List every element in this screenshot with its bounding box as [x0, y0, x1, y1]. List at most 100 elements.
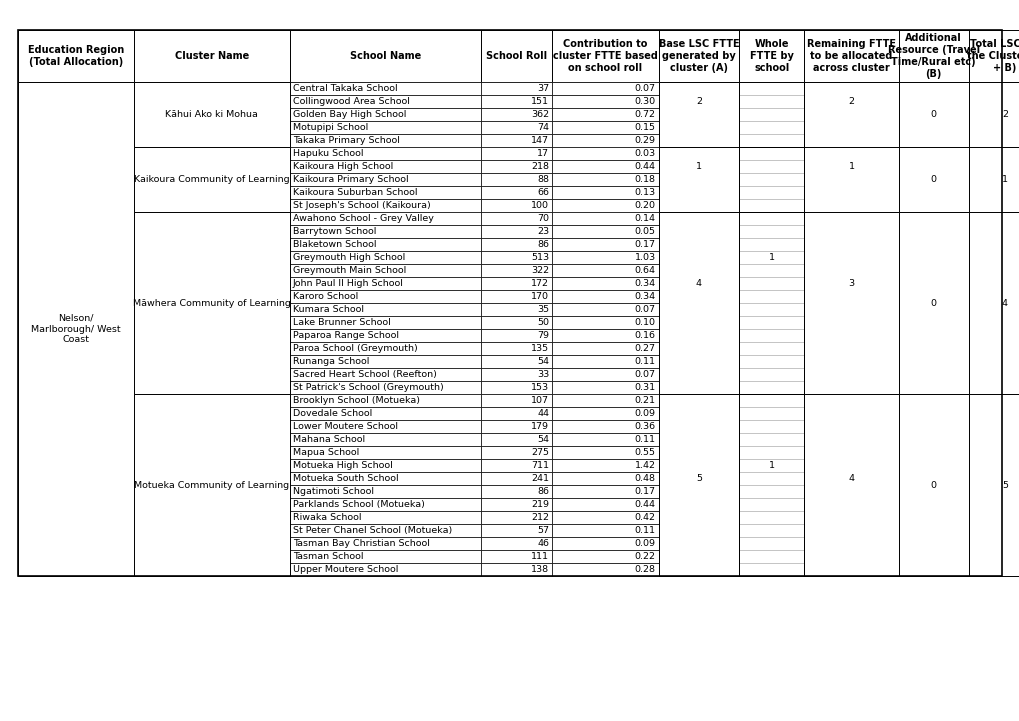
Bar: [481, 199, 551, 212]
Text: 0.11: 0.11: [634, 357, 655, 366]
Bar: [739, 303, 803, 316]
Bar: [289, 173, 481, 186]
Bar: [481, 368, 551, 381]
Text: Nelson/
Marlborough/ West
Coast: Nelson/ Marlborough/ West Coast: [32, 314, 120, 344]
Text: 1.03: 1.03: [634, 253, 655, 262]
Text: 0.11: 0.11: [634, 526, 655, 535]
Text: 4: 4: [848, 474, 854, 483]
Bar: [658, 82, 739, 147]
Bar: [481, 446, 551, 459]
Bar: [481, 186, 551, 199]
Bar: [133, 82, 289, 147]
Bar: [898, 212, 968, 394]
Bar: [289, 472, 481, 485]
Text: Kaikoura Community of Learning: Kaikoura Community of Learning: [133, 175, 289, 184]
Bar: [289, 290, 481, 303]
Text: 1: 1: [848, 162, 854, 171]
Bar: [481, 394, 551, 407]
Bar: [481, 251, 551, 264]
Bar: [803, 30, 898, 82]
Text: School Name: School Name: [350, 51, 421, 61]
Bar: [658, 147, 739, 212]
Bar: [551, 511, 658, 524]
Text: 35: 35: [537, 305, 549, 314]
Bar: [739, 290, 803, 303]
Bar: [481, 433, 551, 446]
Bar: [481, 30, 551, 82]
Bar: [289, 420, 481, 433]
Text: 0.48: 0.48: [634, 474, 655, 483]
Text: 5: 5: [695, 474, 701, 483]
Text: 0.27: 0.27: [634, 344, 655, 353]
Bar: [481, 290, 551, 303]
Text: 4: 4: [695, 279, 701, 288]
Text: Takaka Primary School: Takaka Primary School: [292, 136, 399, 145]
Text: 0.22: 0.22: [634, 552, 655, 561]
Text: Central Takaka School: Central Takaka School: [292, 84, 396, 93]
Bar: [551, 95, 658, 108]
Bar: [481, 472, 551, 485]
Bar: [739, 277, 803, 290]
Text: 46: 46: [537, 539, 549, 548]
Text: Lake Brunner School: Lake Brunner School: [292, 318, 390, 327]
Text: St Peter Chanel School (Motueka): St Peter Chanel School (Motueka): [292, 526, 451, 535]
Bar: [739, 147, 803, 160]
Text: 54: 54: [537, 357, 549, 366]
Text: 0.17: 0.17: [634, 487, 655, 496]
Text: 0.09: 0.09: [634, 539, 655, 548]
Text: Contribution to
cluster FTTE based
on school roll: Contribution to cluster FTTE based on sc…: [552, 39, 657, 73]
Text: 0.36: 0.36: [634, 422, 655, 431]
Text: 50: 50: [537, 318, 549, 327]
Text: 513: 513: [531, 253, 549, 262]
Text: 0.20: 0.20: [634, 201, 655, 210]
Bar: [551, 82, 658, 95]
Text: 4: 4: [1001, 298, 1007, 307]
Bar: [481, 381, 551, 394]
Bar: [289, 238, 481, 251]
Bar: [803, 212, 898, 394]
Text: 275: 275: [531, 448, 549, 457]
Text: Mapua School: Mapua School: [292, 448, 359, 457]
Text: Lower Moutere School: Lower Moutere School: [292, 422, 397, 431]
Bar: [133, 212, 289, 394]
Bar: [289, 498, 481, 511]
Bar: [481, 563, 551, 576]
Text: Total LSC for
the Cluster (A
+ B): Total LSC for the Cluster (A + B): [966, 39, 1019, 73]
Bar: [289, 550, 481, 563]
Bar: [739, 30, 803, 82]
Bar: [739, 420, 803, 433]
Text: 151: 151: [531, 97, 549, 106]
Bar: [968, 212, 1019, 394]
Text: John Paul II High School: John Paul II High School: [292, 279, 404, 288]
Bar: [481, 160, 551, 173]
Text: Mahana School: Mahana School: [292, 435, 365, 444]
Bar: [739, 95, 803, 108]
Bar: [803, 394, 898, 576]
Text: Tasman School: Tasman School: [292, 552, 363, 561]
Bar: [289, 485, 481, 498]
Bar: [551, 316, 658, 329]
Bar: [481, 264, 551, 277]
Bar: [481, 407, 551, 420]
Bar: [481, 524, 551, 537]
Text: 170: 170: [531, 292, 549, 301]
Bar: [481, 108, 551, 121]
Bar: [289, 459, 481, 472]
Text: 0.29: 0.29: [634, 136, 655, 145]
Text: Awahono School - Grey Valley: Awahono School - Grey Valley: [292, 214, 433, 223]
Text: 0.13: 0.13: [634, 188, 655, 197]
Bar: [551, 290, 658, 303]
Bar: [481, 498, 551, 511]
Text: 0.11: 0.11: [634, 435, 655, 444]
Bar: [289, 368, 481, 381]
Text: 0.09: 0.09: [634, 409, 655, 418]
Text: Barrytown School: Barrytown School: [292, 227, 376, 236]
Text: 17: 17: [537, 149, 549, 158]
Bar: [289, 212, 481, 225]
Text: 5: 5: [1001, 480, 1007, 490]
Text: Brooklyn School (Motueka): Brooklyn School (Motueka): [292, 396, 419, 405]
Bar: [289, 433, 481, 446]
Text: 74: 74: [537, 123, 549, 132]
Text: 88: 88: [537, 175, 549, 184]
Text: 0: 0: [929, 110, 935, 119]
